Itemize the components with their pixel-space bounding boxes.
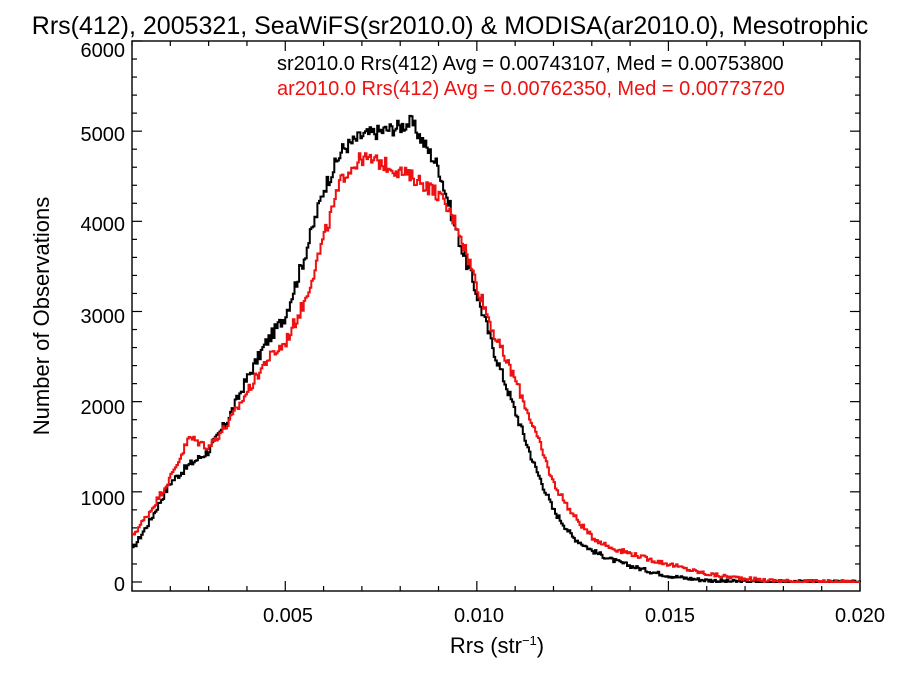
plot-area [131,40,861,592]
x-tick-label: 0.020 [835,605,885,627]
series-group [132,114,861,583]
x-tick-label: 0.010 [454,605,504,627]
y-tick-label: 3000 [81,306,126,328]
y-tick-label: 6000 [81,40,126,62]
legend-entry-sr2010: sr2010.0 Rrs(412) Avg = 0.00743107, Med … [277,53,784,75]
y-tick-label: 0 [114,574,125,596]
x-axis-label-close: ) [537,633,544,658]
y-axis-label: Number of Observations [29,197,54,435]
y-tick-label: 2000 [81,397,126,419]
tick-marks [131,40,861,591]
legend-entry-ar2010: ar2010.0 Rrs(412) Avg = 0.00762350, Med … [277,78,785,100]
chart-title: Rrs(412), 2005321, SeaWiFS(sr2010.0) & M… [32,12,868,40]
y-tick-label: 1000 [81,488,126,510]
series-line-ar2010-0 [132,152,860,583]
x-axis-label: Rrs (str−1) [450,633,544,658]
plot-frame [131,40,861,592]
y-tick-label: 4000 [81,214,126,236]
x-tick-label: 0.005 [263,605,313,627]
series-line-sr2010-0 [132,114,861,583]
x-axis-label-superscript: −1 [522,633,537,648]
x-tick-labels: 0.005 0.010 0.015 0.020 [263,605,885,627]
x-axis-label-text: Rrs (str [450,633,522,658]
y-tick-label: 5000 [81,124,126,146]
y-tick-labels: 0 1000 2000 3000 4000 5000 6000 [81,40,126,596]
x-tick-label: 0.015 [645,605,695,627]
legend: sr2010.0 Rrs(412) Avg = 0.00743107, Med … [277,53,785,100]
